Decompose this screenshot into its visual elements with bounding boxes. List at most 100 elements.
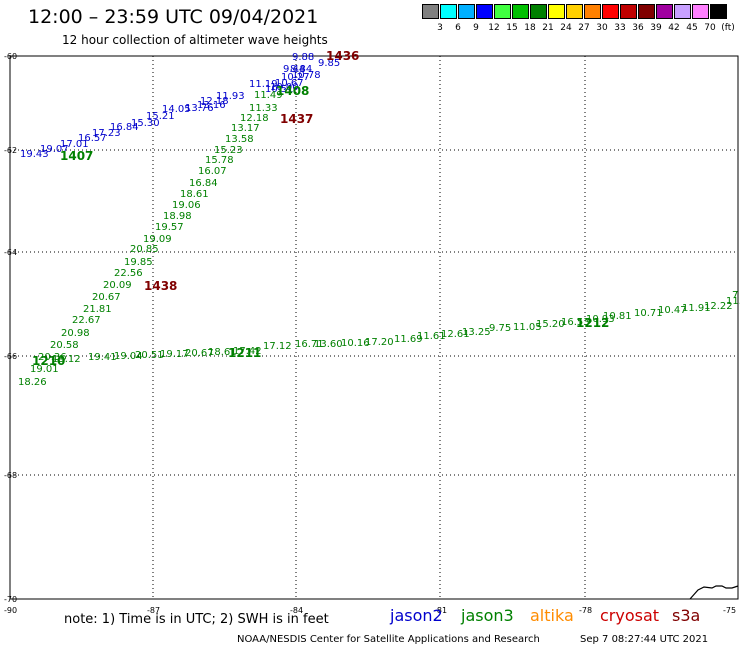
wave-height-label: 13.16: [197, 100, 226, 111]
time-label-1436: 1436: [326, 49, 359, 63]
scale-swatch: [476, 4, 493, 19]
wave-height-label: 7: [732, 290, 738, 301]
scale-label: 39: [650, 23, 662, 33]
wave-height-label: 15.23: [214, 145, 243, 156]
sat-altika: altika: [530, 606, 574, 625]
wave-height-label: 17.01: [60, 139, 89, 150]
time-label-1437: 1437: [280, 112, 313, 126]
lat-tick-label: -60: [4, 52, 17, 61]
wave-height-label: 12.61: [441, 329, 470, 340]
wave-height-label: 19.06: [172, 200, 201, 211]
wave-height-label: 19.85: [124, 257, 153, 268]
footnote: note: 1) Time is in UTC; 2) SWH is in fe…: [64, 612, 329, 627]
lon-tick-label: -75: [723, 606, 736, 615]
lon-gridlines: [152, 56, 586, 599]
wave-height-label: 19.17: [160, 349, 189, 360]
wave-height-label: 20.98: [61, 328, 90, 339]
sat-jason2: jason2: [390, 606, 443, 625]
wave-height-label: 19.09: [143, 234, 172, 245]
map-frame: [9, 55, 739, 600]
wave-height-label: 12.22: [704, 301, 733, 312]
scale-swatch: [530, 4, 547, 19]
scale-swatch: [602, 4, 619, 19]
wave-height-label: 14.05: [162, 104, 191, 115]
wave-height-tracks: 9.88 9.85 8.849.4410.7810.2710.6710.0011.1…: [18, 52, 740, 388]
wave-height-label: 22.67: [72, 315, 101, 326]
scale-label: 33: [614, 23, 626, 33]
wave-height-label: 11.32: [726, 296, 740, 307]
wave-height-label: 11.19: [249, 79, 278, 90]
wave-height-label: 10.00: [270, 82, 299, 93]
generated-timestamp: Sep 7 08:27:44 UTC 2021: [580, 634, 709, 645]
wave-height-label: 17.20: [365, 337, 394, 348]
scale-swatch: [692, 4, 709, 19]
scale-label: 15: [506, 23, 518, 33]
wave-height-label: 13.25: [462, 327, 491, 338]
wave-height-label: 22.56: [114, 268, 143, 279]
scale-label: 3: [437, 23, 443, 33]
scale-label: 21: [542, 23, 554, 33]
scale-label: 12: [488, 23, 500, 33]
scale-swatch: [674, 4, 691, 19]
wave-height-label: 9.75: [489, 323, 511, 334]
wave-height-label: 11.93: [216, 91, 245, 102]
wave-height-label: 20.58: [50, 340, 79, 351]
scale-label: 24: [560, 23, 572, 33]
wave-height-label: 20.09: [103, 280, 132, 291]
time-label-1211: 1211: [228, 346, 261, 360]
time-label-1407: 1407: [60, 149, 93, 163]
wave-height-label: 12.18: [240, 113, 269, 124]
wave-height-label: 16.53: [561, 317, 590, 328]
scale-swatch: [458, 4, 475, 19]
scale-swatch: [620, 4, 637, 19]
wave-height-label: 9.88: [292, 52, 314, 63]
wave-height-label: 16.84: [189, 178, 218, 189]
wave-height-label: 18.98: [163, 211, 192, 222]
wave-height-label: 11.69: [394, 334, 423, 345]
wave-height-label: 18.26: [18, 377, 47, 388]
scale-label: (ft): [721, 23, 735, 33]
lon-tick-label: -87: [147, 606, 160, 615]
wave-height-label: 11.33: [249, 103, 278, 114]
scale-label: 27: [578, 23, 590, 33]
lat-tick-label: -64: [4, 248, 17, 257]
wave-height-label: 13.58: [225, 134, 254, 145]
wave-height-label: 10.81: [603, 311, 632, 322]
wave-height-label: 18.61: [208, 347, 237, 358]
wave-height-label: 12.18: [200, 96, 229, 107]
wave-height-label: 10.27: [281, 72, 310, 83]
wave-height-label: 19.12: [52, 354, 81, 365]
wave-height-label: 10.16: [341, 338, 370, 349]
scale-swatch: [494, 4, 511, 19]
wave-height-label: 17.42: [233, 346, 262, 357]
wave-height-label: 10.67: [275, 78, 304, 89]
scale-swatch: [584, 4, 601, 19]
wave-height-label: 19.43: [20, 149, 49, 160]
lon-tick-label: -81: [434, 606, 447, 615]
time-label-1210: 1210: [32, 354, 65, 368]
wave-height-label: 9.85: [318, 58, 340, 69]
lat-tick-label: -70: [4, 595, 17, 604]
wave-height-label: 19.04: [114, 351, 143, 362]
wave-height-label: 17.23: [92, 128, 121, 139]
scale-swatch: [710, 4, 727, 19]
wave-height-label: 17.12: [263, 341, 292, 352]
lat-tick-label: -68: [4, 471, 17, 480]
scale-swatch: [638, 4, 655, 19]
wave-height-label: 20.67: [185, 348, 214, 359]
scale-swatch: [656, 4, 673, 19]
scale-label: 30: [596, 23, 608, 33]
wave-height-label: 20.67: [92, 292, 121, 303]
sat-cryosat: cryosat: [600, 606, 660, 625]
wave-height-label: 13.17: [231, 123, 260, 134]
wave-height-label: 11.05: [513, 322, 542, 333]
wave-height-label: 16.84: [110, 122, 139, 133]
lon-tick-label: -90: [4, 606, 17, 615]
lon-tick-label: -84: [290, 606, 303, 615]
scale-label: 6: [455, 23, 461, 33]
wave-height-label: 19.01: [30, 364, 59, 375]
wave-height-label: 20.51: [135, 350, 164, 361]
scale-swatch: [422, 4, 439, 19]
wave-height-label: 9.44: [283, 64, 305, 75]
time-label-1438: 1438: [144, 279, 177, 293]
